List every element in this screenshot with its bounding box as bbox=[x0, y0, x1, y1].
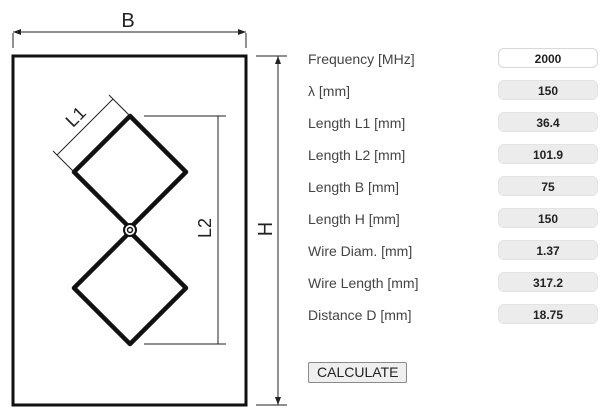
l1-dimension bbox=[52, 94, 131, 173]
length-l2-value: 101.9 bbox=[498, 144, 598, 164]
width-arrow-right bbox=[238, 29, 246, 35]
wire-diameter-label: Wire Diam. [mm] bbox=[308, 243, 413, 259]
antenna-diagram: B H L1 L2 bbox=[11, 10, 287, 407]
distance-d-value: 18.75 bbox=[498, 304, 598, 324]
length-h-label: Length H [mm] bbox=[308, 211, 400, 227]
length-l1-value: 36.4 bbox=[498, 112, 598, 132]
length-b-value: 75 bbox=[498, 176, 598, 196]
length-b-label: Length B [mm] bbox=[308, 179, 400, 195]
l2-dimension bbox=[144, 115, 226, 345]
wire-length-value: 317.2 bbox=[498, 272, 598, 292]
wavelength-label: λ [mm] bbox=[308, 83, 350, 99]
distance-d-label: Distance D [mm] bbox=[308, 307, 412, 323]
length-l1-label: Length L1 [mm] bbox=[308, 115, 406, 131]
width-dimension bbox=[12, 31, 247, 48]
upper-loop bbox=[71, 113, 189, 231]
wavelength-value: 150 bbox=[498, 80, 598, 100]
height-arrow-bottom bbox=[275, 397, 281, 405]
width-arrow-left bbox=[13, 29, 21, 35]
frequency-input[interactable]: 2000 bbox=[498, 48, 598, 68]
wire-length-label: Wire Length [mm] bbox=[308, 275, 419, 291]
label-l2: L2 bbox=[195, 218, 215, 238]
label-b: B bbox=[121, 10, 134, 32]
lower-loop bbox=[71, 229, 189, 347]
wire-diameter-value: 1.37 bbox=[498, 240, 598, 260]
calculate-button[interactable]: CALCULATE bbox=[308, 362, 408, 383]
length-l2-label: Length L2 [mm] bbox=[308, 147, 406, 163]
length-h-value: 150 bbox=[498, 208, 598, 228]
frequency-label: Frequency [MHz] bbox=[308, 51, 415, 67]
feed-point-inner bbox=[126, 226, 134, 234]
label-h: H bbox=[255, 222, 277, 236]
height-dimension bbox=[256, 55, 287, 406]
height-arrow-top bbox=[275, 56, 281, 64]
feed-point bbox=[123, 223, 137, 237]
reflector-plate bbox=[11, 54, 248, 407]
